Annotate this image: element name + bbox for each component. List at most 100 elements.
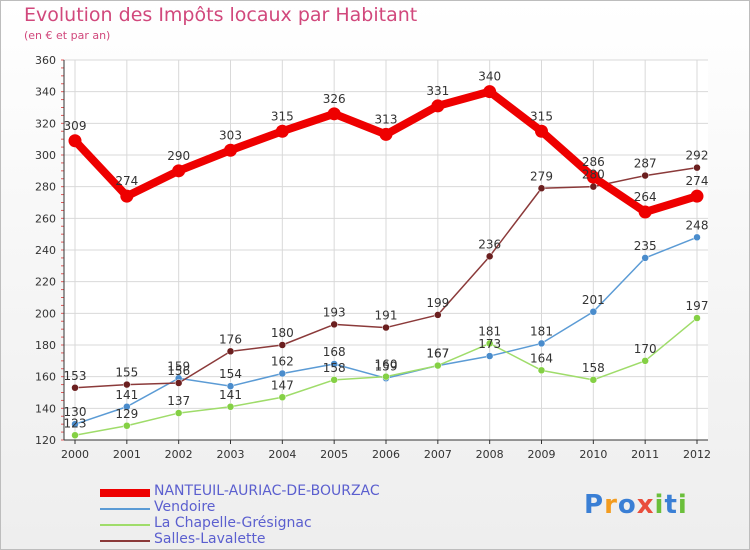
- data-point: [693, 163, 701, 172]
- data-label: 313: [375, 112, 398, 126]
- x-tick-label: 2004: [268, 448, 296, 461]
- data-point: [537, 366, 546, 375]
- legend-label: NANTEUIL-AURIAC-DE-BOURZAC: [154, 483, 380, 499]
- data-point: [693, 314, 701, 322]
- data-point: [123, 380, 131, 389]
- data-point: [71, 384, 79, 392]
- data-point: [123, 403, 131, 411]
- data-label: 154: [219, 367, 242, 381]
- logo-letter: P: [584, 490, 605, 520]
- data-label: 162: [271, 355, 294, 369]
- data-point: [589, 182, 598, 191]
- data-point: [586, 170, 600, 184]
- data-label: 191: [375, 309, 398, 323]
- data-point: [589, 376, 598, 384]
- data-label: 130: [64, 405, 87, 419]
- legend-swatch: [100, 540, 150, 542]
- data-label: 141: [219, 388, 242, 402]
- data-point: [382, 372, 390, 381]
- x-tick-label: 2007: [424, 448, 452, 461]
- data-point: [174, 409, 183, 417]
- x-tick-label: 2005: [320, 448, 348, 461]
- data-label: 153: [64, 369, 87, 383]
- chart-title: Evolution des Impôts locaux par Habitant: [24, 4, 418, 26]
- data-label: 137: [167, 394, 190, 408]
- data-label: 199: [426, 296, 449, 310]
- data-label: 315: [530, 109, 553, 123]
- data-point: [330, 320, 338, 329]
- data-label: 235: [634, 239, 657, 253]
- x-tick-label: 2000: [61, 448, 89, 461]
- y-tick-label: 300: [35, 149, 56, 162]
- data-point: [174, 379, 183, 387]
- data-label: 279: [530, 169, 553, 183]
- data-point: [172, 164, 186, 178]
- data-point: [68, 134, 82, 148]
- data-label: 155: [115, 366, 138, 380]
- logo-letter: o: [617, 490, 637, 520]
- data-label: 264: [634, 190, 657, 204]
- data-label: 123: [64, 416, 87, 430]
- y-tick-label: 320: [35, 117, 56, 130]
- y-tick-label: 140: [35, 402, 56, 415]
- data-label: 141: [115, 388, 138, 402]
- data-label: 158: [323, 361, 346, 375]
- y-tick-label: 340: [35, 86, 56, 99]
- legend-label: La Chapelle-Grésignac: [154, 515, 312, 531]
- data-label: 158: [582, 361, 605, 375]
- data-label: 164: [530, 351, 553, 365]
- data-point: [693, 233, 701, 242]
- data-label: 147: [271, 378, 294, 392]
- data-label: 326: [323, 92, 346, 106]
- legend-swatch: [100, 489, 150, 497]
- data-point: [485, 352, 494, 360]
- data-point: [690, 189, 704, 203]
- x-tick-label: 2009: [528, 448, 556, 461]
- data-point: [537, 339, 546, 348]
- data-point: [641, 357, 649, 365]
- data-point: [71, 420, 79, 428]
- data-label: 303: [219, 128, 242, 142]
- y-tick-label: 240: [35, 244, 56, 257]
- x-tick-label: 2011: [631, 448, 659, 461]
- data-label: 160: [375, 358, 398, 372]
- data-point: [226, 403, 235, 411]
- x-tick-label: 2010: [579, 448, 607, 461]
- data-point: [485, 252, 494, 261]
- data-label: 274: [115, 174, 138, 188]
- data-label: 170: [634, 342, 657, 356]
- data-point: [434, 311, 442, 319]
- data-label: 129: [115, 407, 138, 421]
- data-point: [485, 339, 494, 348]
- data-point: [535, 124, 548, 138]
- data-point: [382, 323, 390, 332]
- data-point: [638, 205, 652, 219]
- y-tick-label: 200: [35, 307, 56, 320]
- data-label: 290: [167, 149, 190, 163]
- data-label: 181: [478, 324, 501, 338]
- data-label: 193: [323, 305, 346, 319]
- data-point: [330, 360, 338, 368]
- data-label: 180: [271, 326, 294, 340]
- data-point: [278, 393, 287, 401]
- data-label: 292: [686, 149, 709, 163]
- y-tick-label: 220: [35, 276, 56, 289]
- data-label: 315: [271, 109, 294, 123]
- logo-letter: r: [604, 490, 618, 520]
- data-point: [483, 85, 497, 99]
- data-point: [71, 431, 79, 439]
- data-label: 331: [426, 84, 449, 98]
- data-label: 181: [530, 324, 553, 338]
- data-label: 176: [219, 332, 242, 346]
- data-point: [224, 143, 237, 157]
- x-tick-label: 2002: [165, 448, 193, 461]
- x-tick-label: 2003: [217, 448, 245, 461]
- data-label: 286: [582, 155, 605, 169]
- data-point: [589, 308, 598, 316]
- logo-letter: x: [636, 490, 655, 520]
- data-label: 159: [167, 359, 190, 373]
- data-label: 159: [375, 359, 398, 373]
- data-label: 168: [323, 345, 346, 359]
- x-tick-label: 2008: [476, 448, 504, 461]
